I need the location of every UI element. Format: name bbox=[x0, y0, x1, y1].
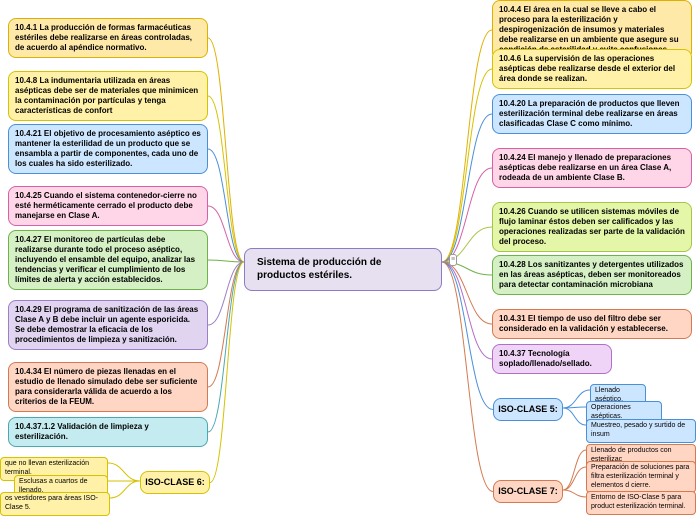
center-node[interactable]: Sistema de producción de productos estér… bbox=[244, 248, 442, 291]
right-node[interactable]: 10.4.31 El tiempo de uso del filtro debe… bbox=[492, 309, 692, 339]
sub-node[interactable]: Preparación de soluciones para filtra es… bbox=[586, 461, 696, 493]
right-node[interactable]: 10.4.20 La preparación de productos que … bbox=[492, 94, 692, 134]
expand-toggle[interactable]: ≡ bbox=[449, 254, 457, 266]
left-node[interactable]: 10.4.27 El monitoreo de partículas debe … bbox=[8, 230, 208, 290]
left-node[interactable]: ISO-CLASE 6: bbox=[140, 471, 210, 494]
sub-node[interactable]: Muestreo, pesado y surtido de insum bbox=[586, 419, 696, 443]
left-node[interactable]: 10.4.34 El número de piezas llenadas en … bbox=[8, 362, 208, 412]
right-node[interactable]: 10.4.26 Cuando se utilicen sistemas móvi… bbox=[492, 202, 692, 252]
right-node[interactable]: 10.4.28 Los sanitizantes y detergentes u… bbox=[492, 255, 692, 295]
left-node[interactable]: 10.4.37.1.2 Validación de limpieza y est… bbox=[8, 417, 208, 447]
sub-node[interactable]: Entorno de ISO-Clase 5 para product este… bbox=[586, 491, 696, 515]
right-node[interactable]: 10.4.37 Tecnología soplado/llenado/sella… bbox=[492, 344, 612, 374]
right-node[interactable]: 10.4.6 La supervisión de las operaciones… bbox=[492, 49, 692, 89]
left-node[interactable]: 10.4.25 Cuando el sistema contenedor-cie… bbox=[8, 186, 208, 226]
left-node[interactable]: 10.4.1 La producción de formas farmacéut… bbox=[8, 18, 208, 58]
sub-node[interactable]: os vestidores para áreas ISO-Clase 5. bbox=[0, 492, 110, 516]
right-node[interactable]: ISO-CLASE 5: bbox=[493, 398, 563, 421]
left-node[interactable]: 10.4.8 La indumentaria utilizada en área… bbox=[8, 71, 208, 121]
right-node[interactable]: ISO-CLASE 7: bbox=[493, 480, 563, 503]
left-node[interactable]: 10.4.21 El objetivo de procesamiento asé… bbox=[8, 124, 208, 174]
left-node[interactable]: 10.4.29 El programa de sanitización de l… bbox=[8, 300, 208, 350]
right-node[interactable]: 10.4.24 El manejo y llenado de preparaci… bbox=[492, 148, 692, 188]
